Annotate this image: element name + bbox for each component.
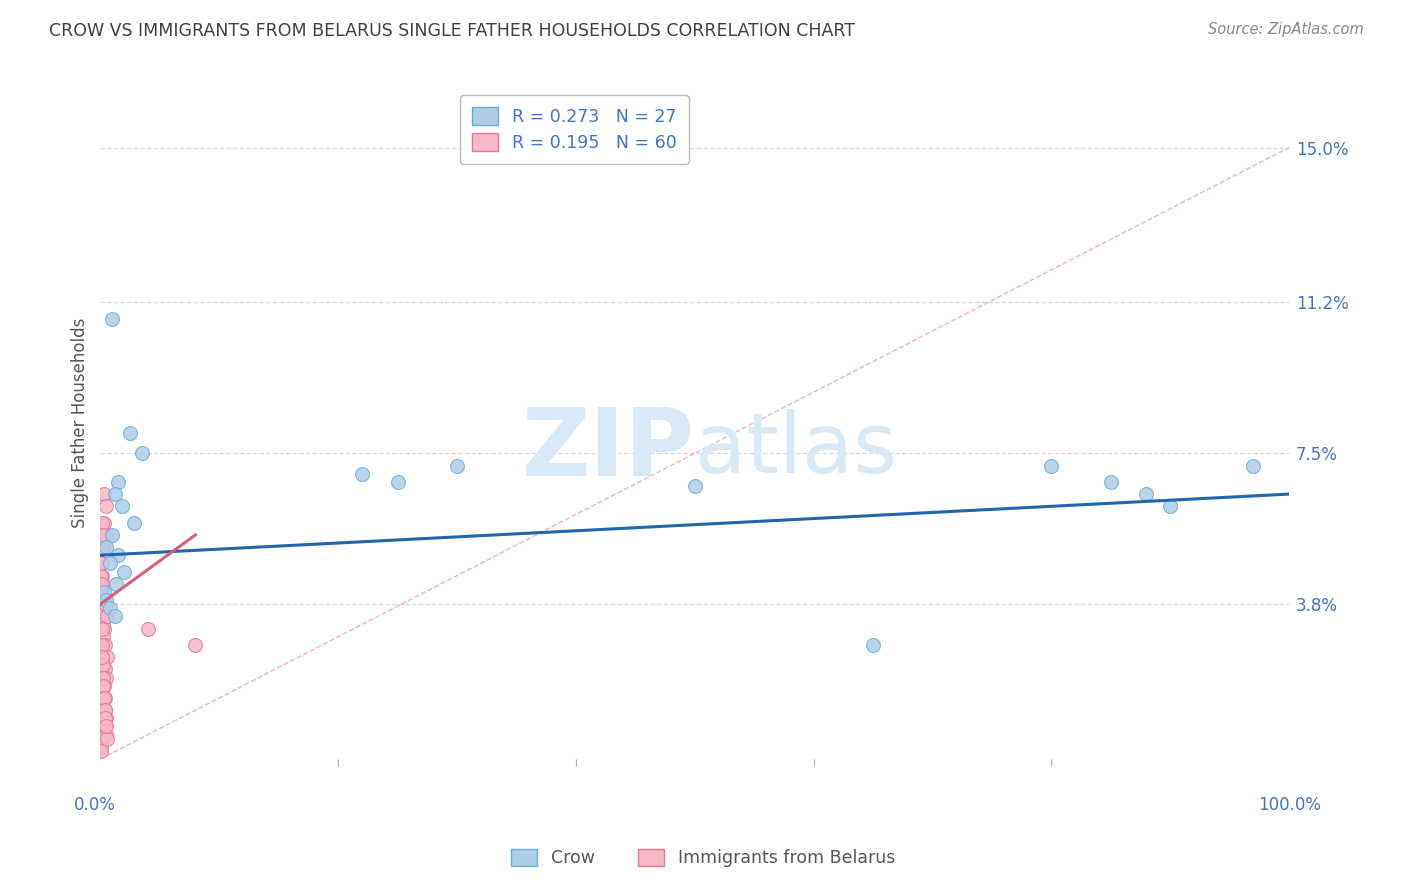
Point [131, 446, 153, 460]
Point [96, 671, 118, 685]
Point [93, 609, 115, 624]
Point [91, 679, 114, 693]
Point [91, 731, 114, 746]
Point [111, 500, 134, 514]
Point [90, 711, 112, 725]
Point [107, 548, 129, 562]
Point [184, 638, 207, 652]
Point [350, 467, 373, 481]
Point [96, 731, 118, 746]
Point [90, 739, 112, 754]
Point [90, 719, 112, 733]
Point [862, 638, 884, 652]
Point [90, 638, 112, 652]
Point [90, 650, 112, 665]
Point [91, 597, 114, 611]
Point [98, 557, 121, 571]
Point [91, 679, 114, 693]
Point [94, 728, 117, 742]
Point [90, 581, 112, 595]
Point [94, 638, 117, 652]
Point [96, 609, 118, 624]
Point [91, 630, 114, 644]
Point [136, 622, 159, 636]
Point [1135, 487, 1157, 501]
Point [90, 568, 112, 582]
Point [91, 516, 114, 530]
Point [96, 597, 118, 611]
Point [90, 703, 112, 717]
Point [1159, 500, 1181, 514]
Text: CROW VS IMMIGRANTS FROM BELARUS SINGLE FATHER HOUSEHOLDS CORRELATION CHART: CROW VS IMMIGRANTS FROM BELARUS SINGLE F… [49, 22, 855, 40]
Point [93, 516, 115, 530]
Point [96, 719, 118, 733]
Point [96, 711, 118, 725]
Point [104, 576, 127, 591]
Legend: R = 0.273   N = 27, R = 0.195   N = 60: R = 0.273 N = 27, R = 0.195 N = 60 [460, 95, 689, 164]
Point [96, 609, 118, 624]
Point [94, 662, 117, 676]
Point [112, 565, 135, 579]
Point [93, 487, 115, 501]
Point [683, 479, 706, 493]
Point [387, 475, 409, 489]
Point [90, 622, 112, 636]
Y-axis label: Single Father Households: Single Father Households [72, 318, 89, 528]
Point [91, 576, 114, 591]
Point [90, 576, 112, 591]
Point [91, 671, 114, 685]
Text: Source: ZipAtlas.com: Source: ZipAtlas.com [1208, 22, 1364, 37]
Text: atlas: atlas [695, 409, 897, 490]
Point [91, 617, 114, 632]
Point [98, 601, 121, 615]
Point [93, 690, 115, 705]
Point [90, 650, 112, 665]
Point [90, 609, 112, 624]
Point [96, 650, 118, 665]
Legend: Crow, Immigrants from Belarus: Crow, Immigrants from Belarus [503, 842, 903, 874]
Point [1243, 458, 1265, 473]
Point [91, 540, 114, 554]
Point [122, 516, 145, 530]
Point [96, 500, 118, 514]
Point [1099, 475, 1122, 489]
Text: 100.0%: 100.0% [1257, 796, 1320, 814]
Point [93, 679, 115, 693]
Point [1040, 458, 1063, 473]
Point [120, 425, 142, 440]
Point [96, 528, 118, 542]
Point [96, 593, 118, 607]
Point [90, 690, 112, 705]
Point [93, 690, 115, 705]
Point [90, 557, 112, 571]
Point [104, 487, 127, 501]
Point [107, 475, 129, 489]
Point [91, 528, 114, 542]
Point [90, 589, 112, 603]
Point [101, 528, 124, 542]
Point [446, 458, 468, 473]
Point [90, 557, 112, 571]
Point [93, 719, 115, 733]
Point [90, 662, 112, 676]
Point [93, 585, 115, 599]
Point [91, 671, 114, 685]
Point [93, 703, 115, 717]
Point [91, 658, 114, 673]
Point [90, 744, 112, 758]
Point [94, 711, 117, 725]
Point [101, 311, 124, 326]
Text: 0.0%: 0.0% [73, 796, 115, 814]
Point [93, 622, 115, 636]
Point [91, 568, 114, 582]
Text: ZIP: ZIP [522, 404, 695, 496]
Point [96, 540, 118, 554]
Point [104, 609, 127, 624]
Point [91, 638, 114, 652]
Point [94, 703, 117, 717]
Point [90, 597, 112, 611]
